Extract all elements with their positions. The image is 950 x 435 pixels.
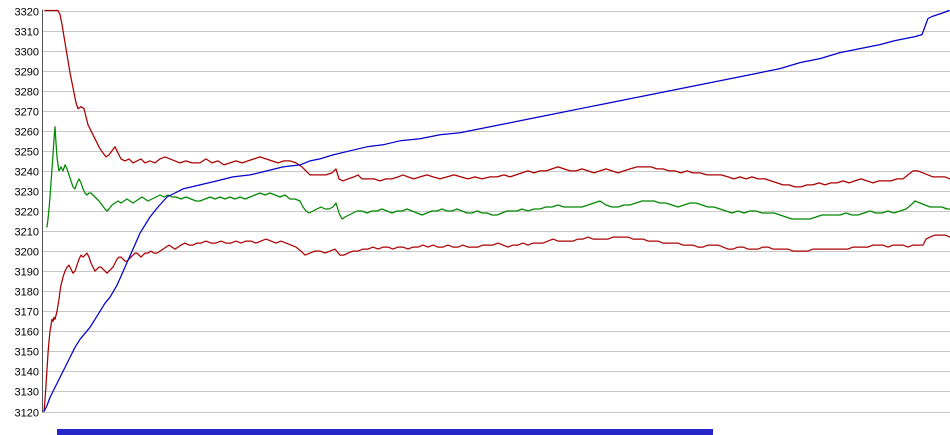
y-axis-tick-label: 3300 <box>15 47 39 59</box>
y-axis-tick-label: 3150 <box>15 347 39 359</box>
series-blue-cumulative-line <box>43 9 950 413</box>
bottom-blue-bar <box>57 429 713 435</box>
y-axis-tick-label: 3120 <box>15 408 39 420</box>
y-axis-tick-label: 3210 <box>15 227 39 239</box>
series-green-mid-line <box>46 126 950 228</box>
y-axis-tick-label: 3160 <box>15 327 39 339</box>
y-axis-tick-label: 3170 <box>15 307 39 319</box>
series-upper-red-band <box>44 9 950 188</box>
y-axis-tick-label: 3290 <box>15 67 39 79</box>
y-axis-tick-label: 3310 <box>15 27 39 39</box>
y-axis-tick-label: 3180 <box>15 287 39 299</box>
y-axis-tick-label: 3200 <box>15 247 39 259</box>
y-axis-tick-label: 3140 <box>15 367 39 379</box>
y-axis-tick-label: 3250 <box>15 147 39 159</box>
y-axis-tick-label: 3230 <box>15 187 39 199</box>
y-axis-tick-label: 3130 <box>15 387 39 399</box>
y-axis-tick-label: 3280 <box>15 87 39 99</box>
y-axis-tick-label: 3240 <box>15 167 39 179</box>
series-lower-red-band <box>43 234 950 413</box>
y-axis-tick-label: 3190 <box>15 267 39 279</box>
y-axis-tick-label: 3270 <box>15 107 39 119</box>
y-axis-tick-label: 3320 <box>15 7 39 19</box>
y-axis-tick-label: 3220 <box>15 207 39 219</box>
y-axis-tick-label: 3260 <box>15 127 39 139</box>
